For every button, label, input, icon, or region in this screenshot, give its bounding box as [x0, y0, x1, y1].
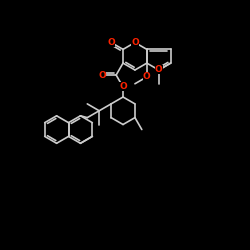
Text: O: O	[98, 70, 106, 80]
Text: O: O	[143, 72, 151, 82]
Text: O: O	[119, 82, 127, 92]
Text: O: O	[107, 38, 115, 47]
Text: O: O	[155, 66, 162, 74]
Text: O: O	[131, 38, 139, 47]
